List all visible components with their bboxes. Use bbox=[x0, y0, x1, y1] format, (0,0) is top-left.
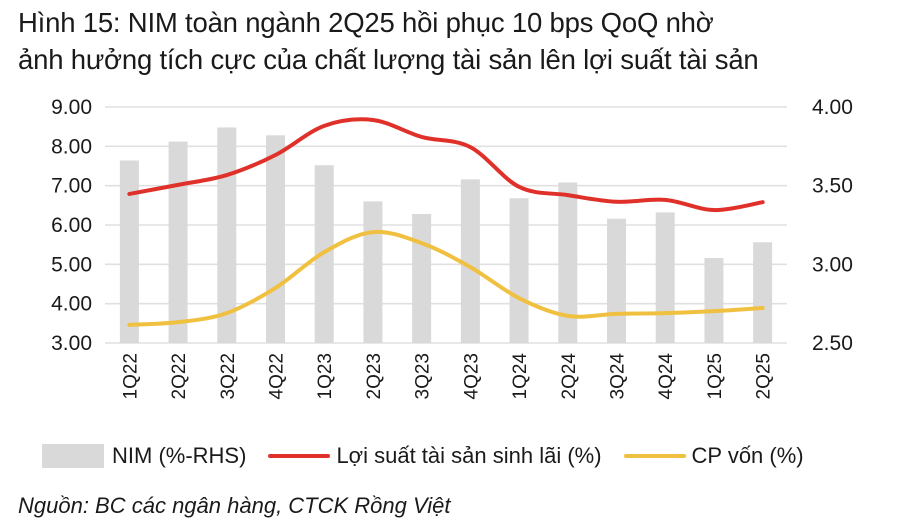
y-tick-label: 6.00 bbox=[51, 214, 92, 237]
y-tick-label: 5.00 bbox=[51, 253, 92, 276]
x-axis: 1Q22 2Q22 3Q22 4Q22 1Q23 2Q23 3Q23 4Q23 1Q24 2Q24… bbox=[120, 353, 774, 400]
cof-line bbox=[127, 229, 765, 327]
nim-bar bbox=[412, 213, 432, 343]
nim-bar-swatch-icon bbox=[42, 444, 104, 468]
line-series bbox=[127, 117, 765, 327]
x-tick-label: 2Q25 bbox=[754, 353, 775, 399]
nim-bar bbox=[704, 258, 724, 343]
nim-bar bbox=[753, 242, 773, 343]
nim-bar bbox=[266, 135, 285, 343]
x-tick-label: 2Q24 bbox=[559, 353, 580, 400]
x-tick-label: 1Q23 bbox=[315, 353, 336, 399]
y-tick-label: 3.00 bbox=[51, 332, 92, 355]
yield-line bbox=[127, 117, 765, 213]
x-tick-label: 4Q23 bbox=[461, 353, 482, 399]
y-tick-label: 8.00 bbox=[51, 135, 92, 158]
x-tick-label: 3Q22 bbox=[218, 353, 239, 399]
x-tick-label: 1Q25 bbox=[705, 353, 726, 399]
nim-bar bbox=[655, 212, 675, 343]
y-tick-label: 9.00 bbox=[51, 96, 92, 119]
nim-bars bbox=[119, 127, 773, 343]
nim-bar bbox=[168, 141, 188, 343]
nim-bar bbox=[607, 218, 626, 343]
legend-label-cof: CP vốn (%) bbox=[691, 443, 804, 468]
y-tick-label: 4.00 bbox=[51, 293, 92, 316]
x-tick-label: 2Q22 bbox=[169, 353, 190, 399]
legend-label-nim: NIM (%-RHS) bbox=[112, 443, 247, 468]
nim-bar bbox=[363, 201, 383, 343]
chart-title: Hình 15: NIM toàn ngành 2Q25 hồi phục 10… bbox=[18, 4, 898, 78]
source-note: Nguồn: BC các ngân hàng, CTCK Rồng Việt bbox=[18, 493, 451, 518]
cof-line-swatch-icon bbox=[623, 454, 686, 458]
y2-tick-label: 4.00 bbox=[812, 96, 853, 119]
legend-item-yield: Lợi suất tài sản sinh lãi (%) bbox=[268, 443, 602, 469]
legend: NIM (%-RHS) Lợi suất tài sản sinh lãi (%… bbox=[42, 441, 826, 471]
x-tick-label: 3Q23 bbox=[413, 353, 434, 399]
nim-bar bbox=[509, 198, 529, 343]
y2-tick-label: 2.50 bbox=[812, 332, 853, 355]
x-tick-label: 2Q23 bbox=[364, 353, 385, 399]
x-tick-label: 4Q24 bbox=[656, 353, 677, 400]
nim-bar bbox=[460, 179, 480, 343]
right-y-axis: 4.00 3.50 3.00 2.50 bbox=[812, 96, 853, 355]
chart-title-line-1: Hình 15: NIM toàn ngành 2Q25 hồi phục 10… bbox=[18, 7, 714, 38]
legend-item-cof: CP vốn (%) bbox=[623, 443, 804, 469]
y-tick-label: 7.00 bbox=[51, 175, 92, 198]
yield-line-swatch-icon bbox=[268, 454, 331, 458]
nim-bar bbox=[119, 160, 139, 343]
left-y-axis: 9.00 8.00 7.00 6.00 5.00 4.00 3.00 bbox=[51, 96, 92, 355]
legend-item-nim: NIM (%-RHS) bbox=[42, 443, 246, 469]
nim-bar bbox=[558, 182, 578, 343]
chart-title-line-2: ảnh hưởng tích cực của chất lượng tài sả… bbox=[18, 44, 759, 75]
x-tick-label: 4Q22 bbox=[267, 353, 288, 399]
x-tick-label: 3Q24 bbox=[608, 353, 629, 400]
combo-chart: 9.00 8.00 7.00 6.00 5.00 4.00 3.00 4.00 3.50 3.0… bbox=[51, 96, 853, 400]
y2-tick-label: 3.00 bbox=[812, 253, 853, 276]
x-tick-label: 1Q22 bbox=[120, 353, 141, 399]
legend-label-yield: Lợi suất tài sản sinh lãi (%) bbox=[336, 443, 602, 468]
y2-tick-label: 3.50 bbox=[812, 175, 853, 198]
nim-bar bbox=[217, 127, 237, 343]
x-tick-label: 1Q24 bbox=[510, 353, 531, 400]
